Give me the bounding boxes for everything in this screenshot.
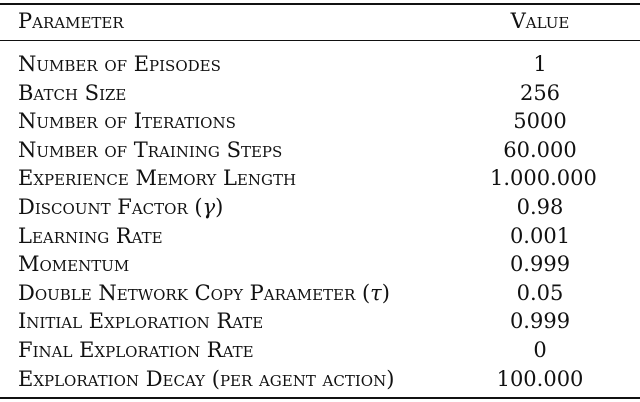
table-row: Learning Rate 0.001 (0, 222, 640, 250)
bottom-rule (0, 397, 640, 399)
row-parameter-suffix: ) (215, 195, 224, 219)
row-parameter: Discount Factor (γ) (18, 193, 223, 221)
row-value: 0 (533, 338, 547, 362)
row-value: 0.98 (516, 195, 564, 219)
row-symbol: γ (202, 195, 216, 219)
row-parameter: Learning Rate (18, 222, 163, 250)
row-value: 1.000.000 (490, 166, 597, 191)
table-row: Number of Training Steps 60.000 (0, 136, 640, 164)
row-value: 0.05 (516, 280, 564, 305)
table-row: Momentum 0.999 (0, 250, 640, 278)
row-parameter-text: Momentum (18, 252, 130, 277)
table-header: Parameter Value (0, 7, 640, 35)
row-parameter: Experience Memory Length (18, 164, 296, 192)
table-row: Exploration Decay (per agent action) 100.… (0, 365, 640, 393)
row-parameter-suffix: ) (381, 280, 390, 305)
header-parameter: Parameter (18, 9, 124, 33)
row-value: 5000 (513, 109, 567, 134)
row-parameter: Double Network Copy Parameter (τ) (18, 279, 390, 307)
row-parameter: Final Exploration Rate (18, 336, 254, 364)
table-row: Batch Size 256 (0, 79, 640, 107)
row-parameter: Number of Episodes (18, 50, 221, 78)
row-value: 0.001 (509, 223, 571, 248)
row-parameter-text: Experience Memory Length (18, 166, 297, 191)
table-row: Number of Episodes 1 (0, 50, 640, 78)
table-row: Double Network Copy Parameter (τ) 0.05 (0, 279, 640, 307)
row-value: 256 (519, 80, 561, 105)
row-parameter: Batch Size (18, 79, 126, 107)
row-parameter-text: Initial Exploration Rate (18, 309, 264, 334)
row-parameter: Initial Exploration Rate (18, 307, 263, 335)
row-parameter: Exploration Decay (per agent action) (18, 365, 394, 393)
top-rule (0, 3, 640, 5)
row-parameter-text: Number of Iterations (18, 109, 236, 134)
row-parameter: Number of Training Steps (18, 136, 282, 164)
row-symbol: τ (370, 280, 382, 305)
header-value: Value (510, 9, 570, 33)
row-value: 100.000 (496, 366, 584, 391)
row-value: 1 (533, 52, 547, 76)
row-parameter-text: Batch Size (18, 80, 127, 105)
row-parameter-text: Exploration Decay (per agent action) (18, 366, 395, 391)
header-rule (0, 40, 640, 41)
row-parameter-text: Double Network Copy Parameter ( (18, 280, 371, 305)
row-value: 0.999 (509, 309, 571, 334)
table-row: Discount Factor (γ) 0.98 (0, 193, 640, 221)
row-parameter: Number of Iterations (18, 107, 236, 135)
table-row: Final Exploration Rate 0 (0, 336, 640, 364)
row-value: 60.000 (503, 137, 577, 162)
row-parameter-text: Learning Rate (18, 223, 163, 248)
row-parameter-text: Number of Training Steps (18, 137, 283, 162)
row-parameter-text: Final Exploration Rate (18, 338, 254, 362)
table-row: Number of Iterations 5000 (0, 107, 640, 135)
row-parameter-text: Discount Factor ( (18, 195, 203, 219)
row-parameter: Momentum (18, 250, 129, 278)
table-row: Initial Exploration Rate 0.999 (0, 307, 640, 335)
table-row: Experience Memory Length 1.000.000 (0, 164, 640, 192)
row-parameter-text: Number of Episodes (18, 52, 221, 76)
row-value: 0.999 (509, 252, 571, 277)
